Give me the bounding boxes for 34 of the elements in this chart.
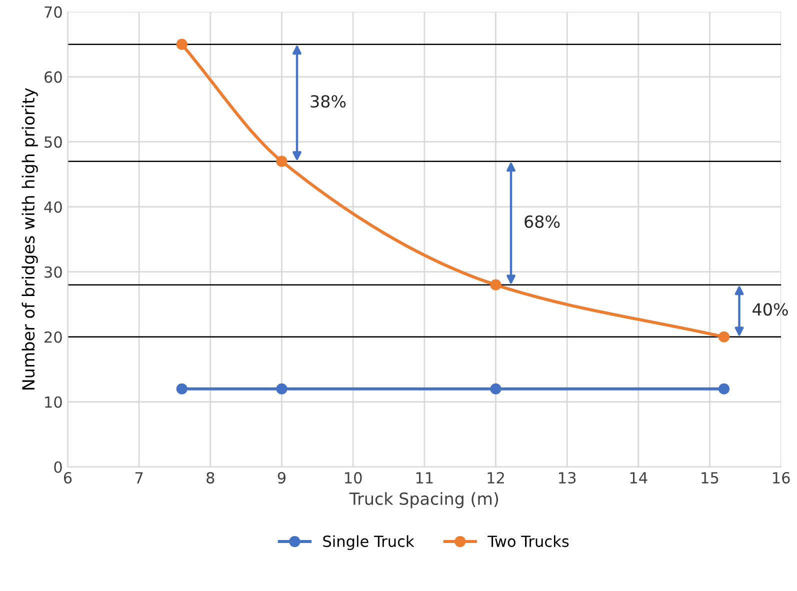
x-tick-label: 16 (773, 472, 790, 484)
x-tick-label: 14 (630, 472, 648, 484)
x-tick-label: 8 (206, 472, 214, 484)
x-axis-title: Truck Spacing (m) (349, 492, 498, 508)
y-tick-label: 30 (44, 266, 62, 278)
legend-label: Two Trucks (488, 535, 569, 548)
point (276, 383, 288, 394)
annotation: 40% (752, 303, 788, 316)
y-tick-label: 40 (44, 201, 62, 213)
x-tick-label: 12 (488, 472, 504, 484)
y-tick-label: 20 (44, 331, 62, 343)
y-axis-title: Number of bridges with high priority (22, 88, 38, 390)
x-tick-label: 10 (345, 472, 362, 484)
annotation: 38% (310, 95, 346, 108)
point (276, 156, 288, 167)
y-tick-label: 0 (54, 461, 62, 473)
x-tick-label: 9 (278, 472, 286, 484)
x-tick-label: 11 (416, 472, 433, 484)
x-tick-label: 13 (559, 472, 576, 484)
annotation: 68% (524, 215, 560, 228)
y-tick-label: 60 (44, 71, 62, 83)
legend-label: Single Truck (323, 535, 414, 550)
point (490, 383, 502, 394)
y-tick-label: 10 (45, 396, 62, 408)
point (490, 279, 502, 290)
x-tick-label: 6 (64, 472, 72, 484)
x-tick-label: 15 (702, 472, 718, 484)
y-tick-label: 70 (44, 6, 62, 18)
point (718, 383, 730, 394)
x-tick-label: 7 (135, 472, 143, 484)
point (176, 38, 188, 50)
y-tick-label: 50 (44, 136, 62, 148)
point (718, 331, 730, 342)
point (176, 383, 188, 394)
